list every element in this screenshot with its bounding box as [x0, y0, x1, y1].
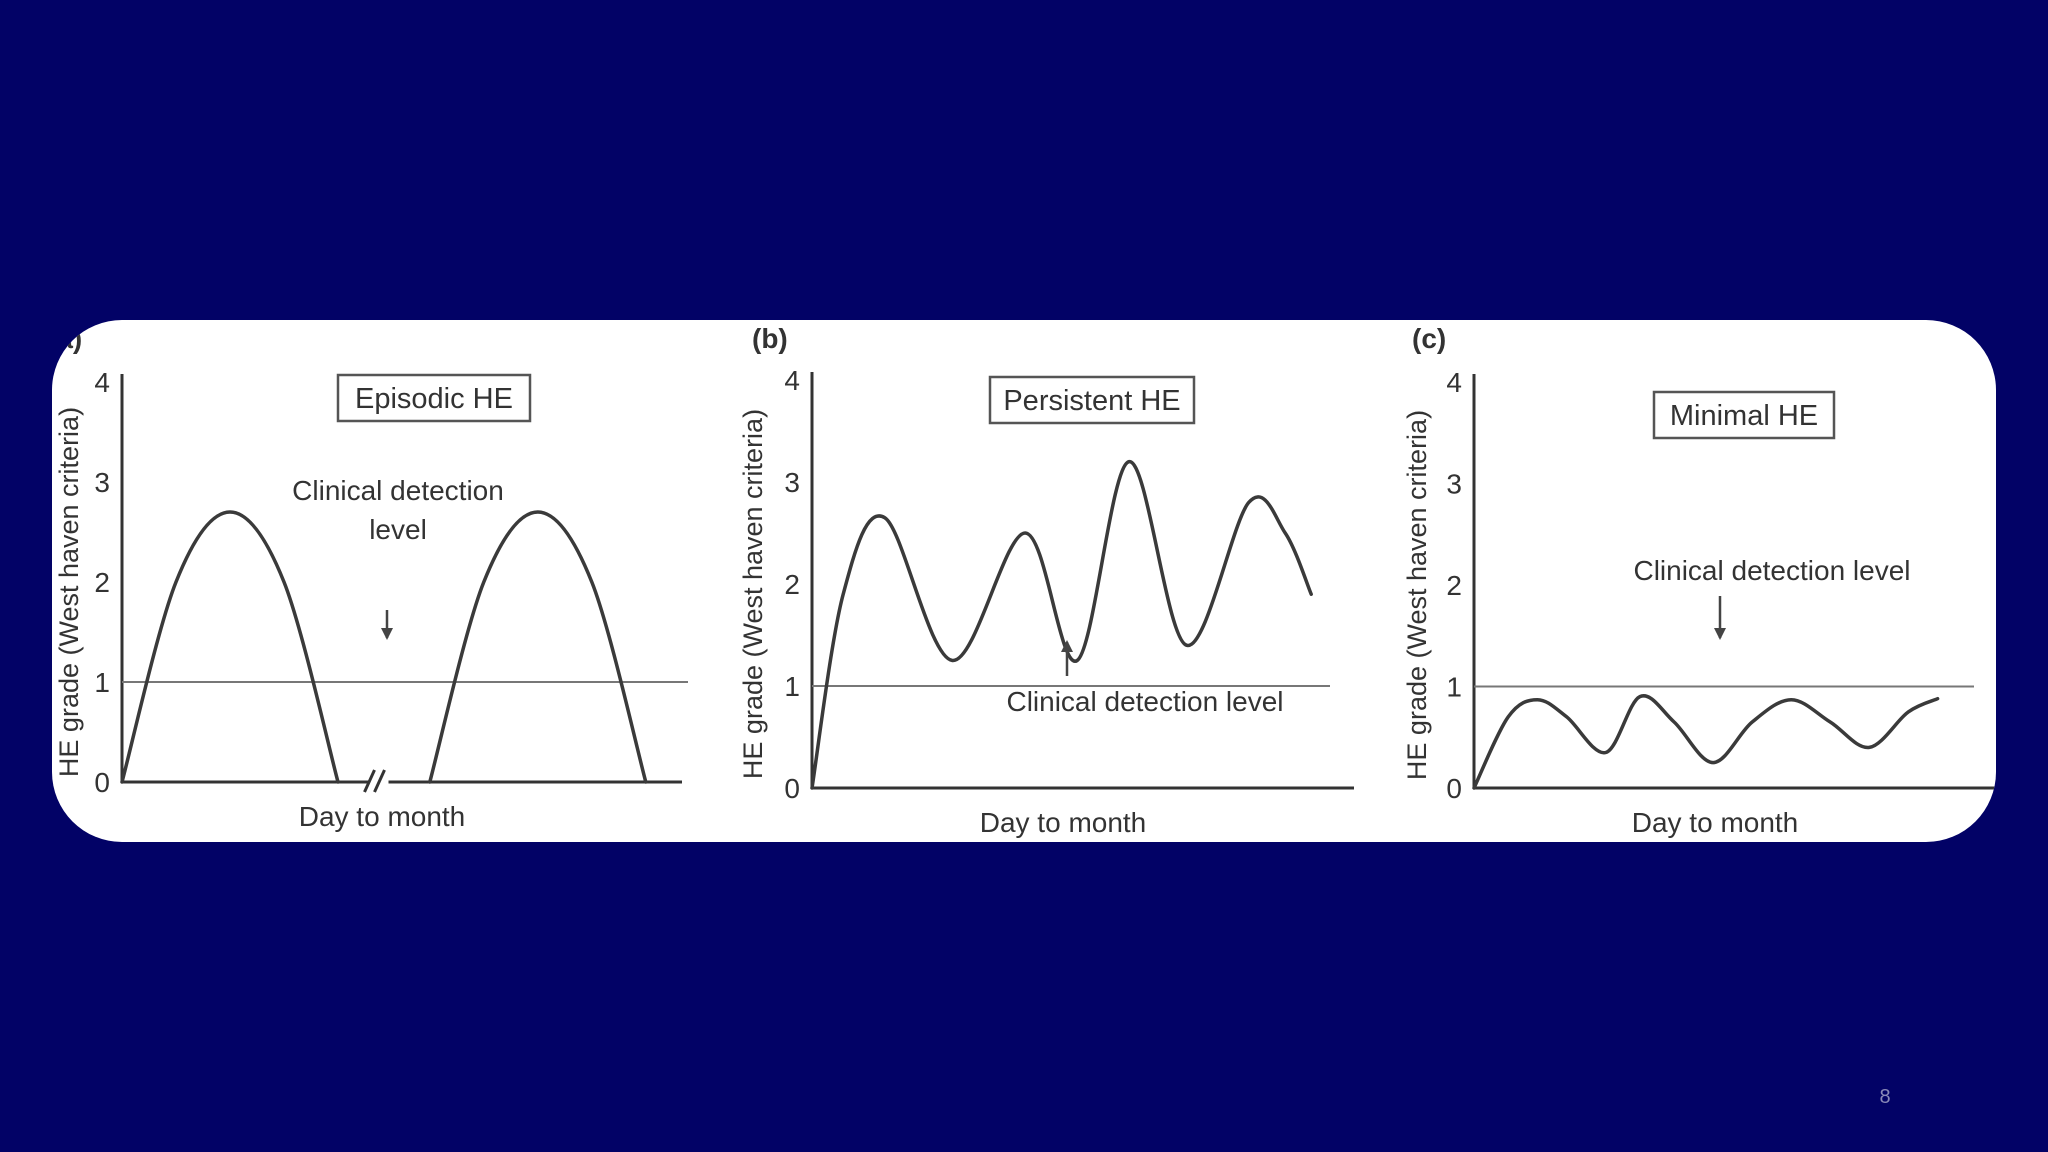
annotation-text: Clinical detection level	[1006, 686, 1283, 717]
panel-a: (a) 0 1 2 3 4 HE grade (West haven criteria) Da…	[52, 323, 688, 832]
title-box	[1652, 390, 1836, 440]
annotation-arrow-head	[1061, 640, 1073, 652]
y-tick-label: 1	[784, 671, 800, 702]
chart-title: Persistent HE	[1003, 385, 1180, 417]
y-axis-label: HE grade (West haven criteria)	[54, 407, 84, 777]
x-axis-label: Day to month	[980, 807, 1147, 838]
chart-title: Episodic HE	[355, 383, 513, 415]
series-line	[1472, 694, 1940, 790]
y-tick-label: 3	[94, 467, 110, 498]
panel-label: (a)	[52, 323, 82, 354]
y-tick-label: 1	[94, 667, 110, 698]
y-tick-label: 2	[94, 567, 110, 598]
series-line	[120, 510, 340, 784]
y-tick-label: 2	[784, 569, 800, 600]
annotation-text: level	[369, 514, 427, 545]
annotation-text: Clinical detection level	[1633, 555, 1910, 586]
y-tick-label: 0	[94, 767, 110, 798]
page-number: 8	[1879, 1086, 1891, 1108]
axis-break-mark	[363, 769, 376, 793]
axis-break-mark	[373, 769, 386, 793]
y-axis-label: HE grade (West haven criteria)	[738, 409, 768, 779]
annotation-arrow-head	[381, 628, 393, 640]
y-tick-label: 0	[1446, 773, 1462, 804]
panel-c: (c) 0 1 2 3 4 HE grade (West haven criteria) Da…	[1402, 323, 1996, 838]
series-line	[810, 459, 1313, 790]
y-tick-label: 4	[94, 367, 110, 398]
annotation-text: Clinical detection	[292, 475, 504, 506]
y-axis-label: HE grade (West haven criteria)	[1402, 410, 1432, 780]
y-tick-label: 1	[1446, 672, 1462, 703]
y-tick-label: 4	[784, 365, 800, 396]
panel-b: (b) 0 1 2 3 4 HE grade (West haven criteria) Da…	[738, 323, 1354, 838]
annotation-arrow-head	[1714, 628, 1726, 640]
y-tick-label: 2	[1446, 570, 1462, 601]
x-axis-label: Day to month	[1632, 807, 1799, 838]
y-tick-label: 3	[1446, 469, 1462, 500]
x-axis-label: Day to month	[299, 801, 466, 832]
he-figure: (a) 0 1 2 3 4 HE grade (West haven criteria) Da…	[52, 323, 1996, 838]
title-box	[336, 373, 532, 423]
chart-title: Minimal HE	[1670, 400, 1818, 432]
panel-label: (b)	[752, 323, 788, 354]
panel-label: (c)	[1412, 323, 1446, 354]
title-box	[988, 375, 1196, 425]
y-tick-label: 4	[1446, 367, 1462, 398]
series-line	[428, 510, 648, 784]
y-tick-label: 3	[784, 467, 800, 498]
y-tick-label: 0	[784, 773, 800, 804]
figure-card: (a) 0 1 2 3 4 HE grade (West haven criteria) Da…	[52, 320, 1996, 842]
